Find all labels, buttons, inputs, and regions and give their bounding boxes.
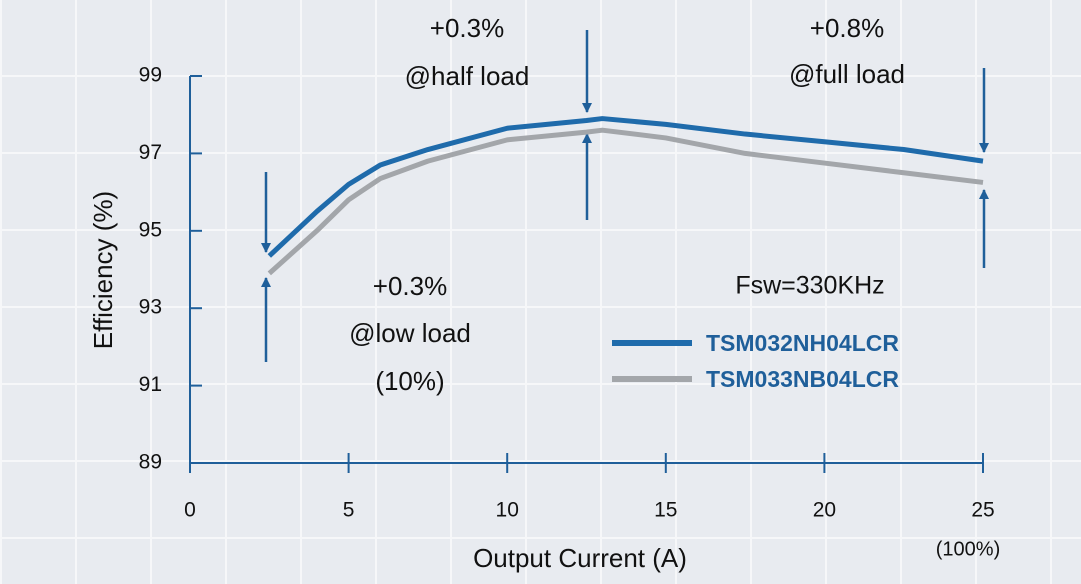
y-tick-label: 89 — [139, 451, 162, 474]
x-tick-label: 20 — [813, 499, 836, 522]
x-tick-label: 25 — [971, 499, 994, 522]
x-tick-label: 10 — [496, 499, 519, 522]
y-tick-label: 93 — [139, 296, 162, 319]
annotation: (10%) — [375, 366, 444, 396]
y-axis-label: Efficiency (%) — [88, 191, 118, 349]
y-tick-label: 97 — [139, 141, 162, 164]
annotation: +0.3% — [430, 13, 504, 43]
arrows — [261, 30, 989, 362]
annotation: +0.8% — [810, 13, 884, 43]
annotation: @low load — [349, 318, 471, 348]
series-line — [267, 127, 984, 276]
y-tick-label: 99 — [139, 64, 162, 87]
y-tick-label: 95 — [139, 218, 162, 241]
legend-title: Fsw=330KHz — [735, 272, 884, 300]
annotation: @half load — [405, 61, 530, 91]
legend-label: TSM032NH04LCR — [706, 330, 899, 356]
annotation: (100%) — [936, 538, 1000, 560]
annotation: @full load — [789, 59, 905, 89]
series-line — [267, 116, 984, 258]
x-tick-label: 0 — [184, 499, 196, 522]
legend-label: TSM033NB04LCR — [706, 366, 899, 392]
x-tick-label: 15 — [654, 499, 677, 522]
x-axis-label: Output Current (A) — [473, 543, 687, 573]
annotation: +0.3% — [373, 271, 447, 301]
y-tick-label: 91 — [139, 373, 162, 396]
x-tick-label: 5 — [343, 499, 355, 522]
